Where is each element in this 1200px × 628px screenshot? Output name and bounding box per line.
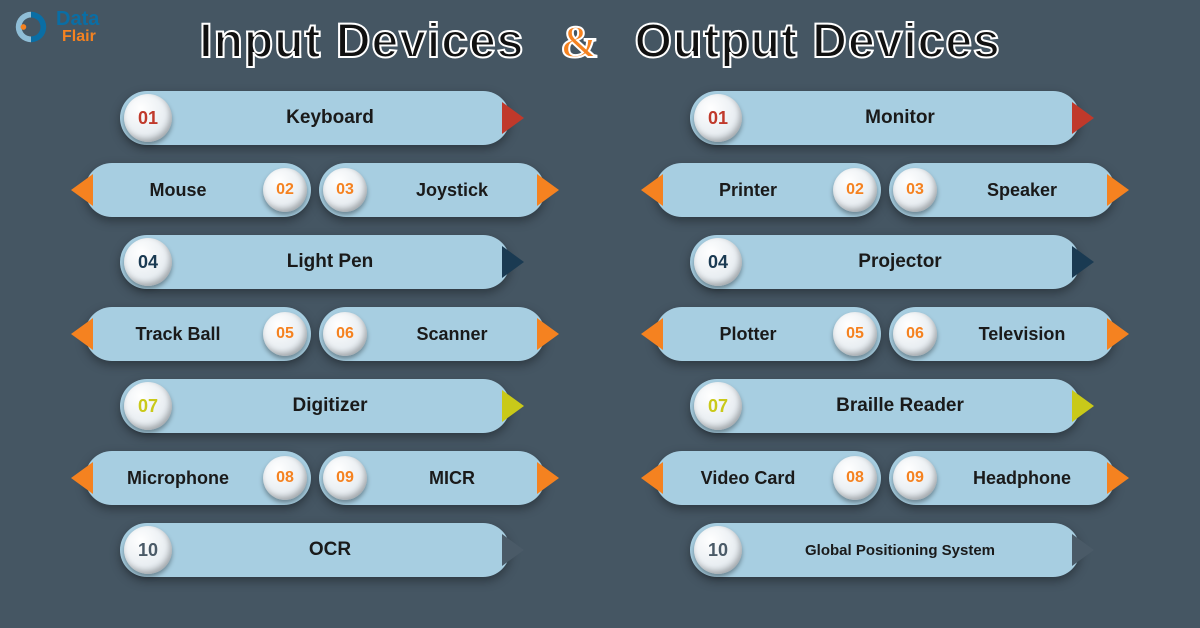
arrow-right-icon: [1107, 174, 1129, 206]
list-item: Plotter05: [655, 307, 881, 361]
number-badge: 05: [833, 312, 877, 356]
arrow-left-icon: [641, 174, 663, 206]
ampersand: &: [560, 15, 598, 68]
number-badge: 09: [893, 456, 937, 500]
item-label: Digitizer: [150, 395, 510, 417]
arrow-right-icon: [537, 318, 559, 350]
arrow-left-icon: [71, 318, 93, 350]
list-item: 07Braille Reader: [690, 379, 1080, 433]
columns: 01KeyboardMouse0203Joystick04Light PenTr…: [0, 91, 1200, 577]
list-item-pair: Printer0203Speaker: [655, 163, 1115, 217]
item-label: Light Pen: [150, 251, 510, 273]
number-badge: 02: [263, 168, 307, 212]
number-badge: 03: [323, 168, 367, 212]
list-item: Track Ball05: [85, 307, 311, 361]
arrow-right-icon: [1072, 102, 1094, 134]
list-item: 10Global Positioning System: [690, 523, 1080, 577]
list-item: 06Television: [889, 307, 1115, 361]
number-badge: 07: [124, 382, 172, 430]
list-item-pair: Mouse0203Joystick: [85, 163, 545, 217]
list-item: 03Speaker: [889, 163, 1115, 217]
number-badge: 01: [694, 94, 742, 142]
logo-mark-icon: [12, 8, 50, 46]
item-label: Braille Reader: [720, 395, 1080, 417]
arrow-right-icon: [1072, 390, 1094, 422]
list-item: 06Scanner: [319, 307, 545, 361]
output-devices-column: 01Monitor Printer0203Speaker 04Projector Pl…: [655, 91, 1115, 577]
arrow-right-icon: [502, 102, 524, 134]
arrow-right-icon: [537, 462, 559, 494]
list-item: 10OCR: [120, 523, 510, 577]
arrow-right-icon: [502, 534, 524, 566]
number-badge: 08: [833, 456, 877, 500]
list-item: 04Projector: [690, 235, 1080, 289]
arrow-right-icon: [1107, 318, 1129, 350]
arrow-right-icon: [502, 390, 524, 422]
arrow-right-icon: [502, 246, 524, 278]
list-item: Video Card08: [655, 451, 881, 505]
arrow-left-icon: [641, 318, 663, 350]
list-item: 01Keyboard: [120, 91, 510, 145]
list-item: Microphone08: [85, 451, 311, 505]
number-badge: 10: [694, 526, 742, 574]
number-badge: 07: [694, 382, 742, 430]
arrow-right-icon: [1072, 534, 1094, 566]
list-item: 03Joystick: [319, 163, 545, 217]
list-item: 09MICR: [319, 451, 545, 505]
number-badge: 02: [833, 168, 877, 212]
arrow-right-icon: [1072, 246, 1094, 278]
heading-row: Input Devices & Output Devices: [0, 0, 1200, 69]
logo-primary: Data: [56, 9, 99, 29]
title-output: Output Devices: [635, 14, 1001, 69]
list-item-pair: Track Ball0506Scanner: [85, 307, 545, 361]
list-item-pair: Microphone0809MICR: [85, 451, 545, 505]
number-badge: 06: [323, 312, 367, 356]
number-badge: 01: [124, 94, 172, 142]
number-badge: 09: [323, 456, 367, 500]
arrow-right-icon: [537, 174, 559, 206]
arrow-right-icon: [1107, 462, 1129, 494]
logo-secondary: Flair: [62, 29, 99, 45]
list-item-pair: Plotter0506Television: [655, 307, 1115, 361]
list-item: 04Light Pen: [120, 235, 510, 289]
brand-logo: Data Flair: [12, 8, 99, 46]
arrow-left-icon: [71, 462, 93, 494]
item-label: Keyboard: [150, 107, 510, 129]
item-label: Monitor: [720, 107, 1080, 129]
item-label: OCR: [150, 539, 510, 561]
title-input: Input Devices: [199, 14, 524, 69]
number-badge: 04: [694, 238, 742, 286]
arrow-left-icon: [641, 462, 663, 494]
list-item: 07Digitizer: [120, 379, 510, 433]
list-item: 01Monitor: [690, 91, 1080, 145]
number-badge: 08: [263, 456, 307, 500]
list-item: Printer02: [655, 163, 881, 217]
list-item: Mouse02: [85, 163, 311, 217]
item-label: Global Positioning System: [720, 542, 1080, 559]
list-item-pair: Video Card0809Headphone: [655, 451, 1115, 505]
number-badge: 10: [124, 526, 172, 574]
arrow-left-icon: [71, 174, 93, 206]
number-badge: 06: [893, 312, 937, 356]
input-devices-column: 01Keyboard Mouse0203Joystick 04Light Pen Tr…: [85, 91, 545, 577]
number-badge: 05: [263, 312, 307, 356]
item-label: Projector: [720, 251, 1080, 273]
number-badge: 04: [124, 238, 172, 286]
number-badge: 03: [893, 168, 937, 212]
list-item: 09Headphone: [889, 451, 1115, 505]
logo-text: Data Flair: [56, 9, 99, 45]
